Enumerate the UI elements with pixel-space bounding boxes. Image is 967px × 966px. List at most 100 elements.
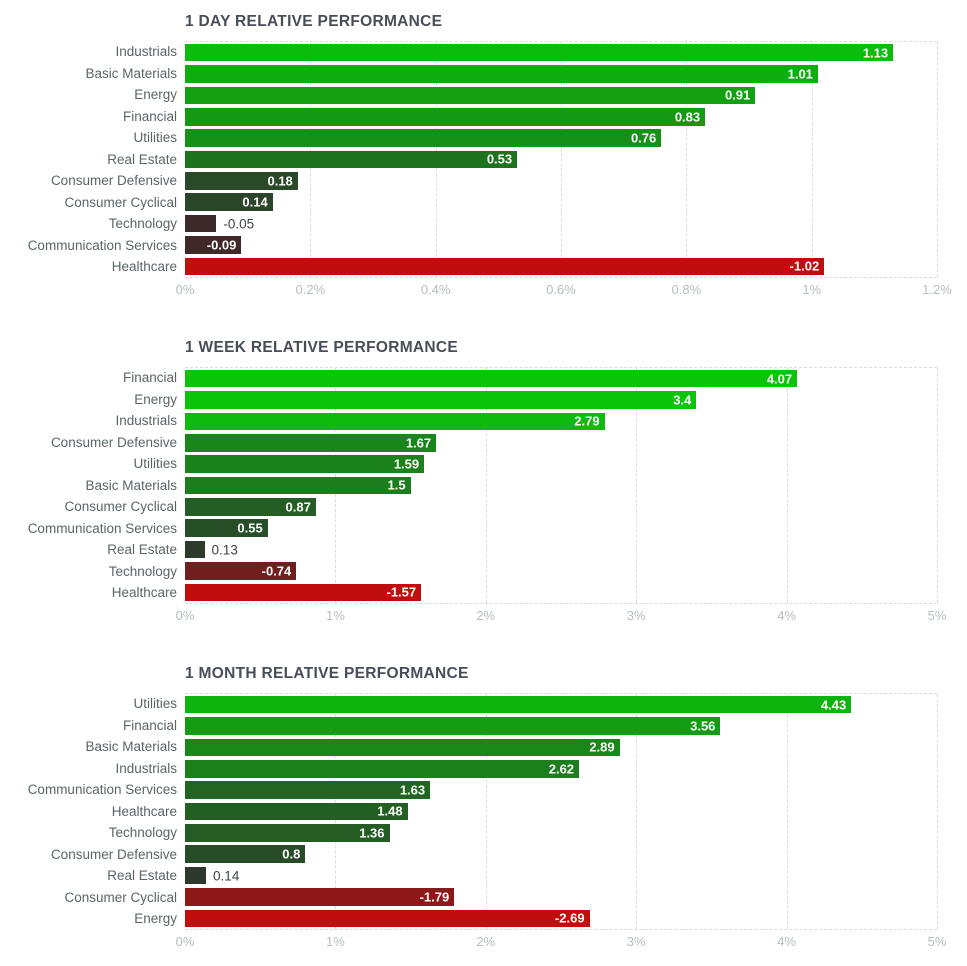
bar-row: -0.09 (185, 234, 937, 255)
category-label: Consumer Cyclical (64, 194, 177, 210)
plot-area: 4.43 3.56 2.89 2.62 1.63 1.48 1.36 0.8 0.14 -1.79… (185, 693, 938, 930)
x-tick-label: 2% (476, 608, 496, 623)
bar[interactable]: -0.09 (185, 236, 242, 254)
bar[interactable]: -1.57 (185, 583, 422, 602)
category-label: Utilities (133, 456, 177, 472)
gridline (786, 694, 788, 929)
x-tick-label: 0.8% (671, 282, 702, 297)
bar[interactable]: 1.67 (185, 434, 437, 452)
bar[interactable]: -0.05 (185, 214, 254, 233)
bar[interactable]: -1.02 (185, 257, 825, 276)
category-label: Real Estate (107, 868, 177, 884)
bar-row: 1.48 (185, 801, 937, 822)
x-tick-label: 0% (175, 282, 195, 297)
x-tick-label: 0% (175, 934, 195, 949)
category-label: Consumer Cyclical (64, 889, 177, 905)
bar-value-label: 1.13 (862, 45, 889, 61)
bar-value-label: 0.8 (282, 846, 301, 862)
bar[interactable]: 1.36 (185, 824, 390, 842)
chart-title: 1 DAY RELATIVE PERFORMANCE (185, 13, 443, 30)
category-label: Utilities (133, 696, 177, 712)
bar-row: 1.01 (185, 63, 937, 84)
bar[interactable]: -0.74 (185, 562, 297, 580)
bar[interactable]: 2.62 (185, 760, 580, 778)
bar-row: 0.14 (185, 865, 937, 886)
bar-row: 0.53 (185, 149, 937, 170)
bar[interactable]: 1.63 (185, 781, 431, 799)
bar[interactable]: 1.01 (185, 65, 818, 83)
plot-area: 4.07 3.4 2.79 1.67 1.59 1.5 0.87 0.55 0.13 -0.74 -… (185, 367, 938, 604)
bar[interactable]: 1.13 (185, 43, 894, 62)
bar[interactable]: 0.14 (185, 193, 273, 211)
bar-row: 4.43 (185, 694, 937, 715)
bar[interactable]: 0.14 (185, 866, 239, 885)
x-tick-label: 0% (175, 608, 195, 623)
category-label: Communication Services (27, 782, 177, 798)
plot-area: 1.13 1.01 0.91 0.83 0.76 0.53 0.18 0.14 -0.05 -0.… (185, 41, 938, 278)
bar-value-label: 0.55 (237, 520, 263, 536)
bar-value-label: -1.02 (789, 258, 820, 274)
bar-value-label: 0.13 (211, 542, 238, 558)
bar-value-label: 0.14 (213, 868, 240, 884)
category-label: Utilities (133, 130, 177, 146)
category-label: Healthcare (111, 803, 177, 819)
category-label: Communication Services (27, 237, 177, 253)
category-label: Financial (122, 717, 177, 733)
bar-value-label: -0.09 (206, 237, 237, 253)
bar-row: 0.18 (185, 170, 937, 191)
bar[interactable]: 3.4 (185, 391, 697, 409)
bar-value-label: 0.53 (486, 151, 513, 167)
x-tick-label: 0.2% (295, 282, 326, 297)
gridline (937, 368, 938, 603)
bar-row: -0.74 (185, 560, 937, 581)
bar[interactable]: -1.79 (185, 888, 455, 906)
bar[interactable]: 4.43 (185, 695, 852, 714)
x-axis: 0% 1% 2% 3% 4% 5% (176, 604, 947, 626)
chart-title: 1 MONTH RELATIVE PERFORMANCE (185, 665, 469, 682)
bar[interactable]: 0.18 (185, 172, 298, 190)
bar[interactable]: -2.69 (185, 909, 590, 928)
category-label: Consumer Defensive (50, 846, 177, 862)
category-label: Industrials (115, 44, 177, 60)
category-label: Communication Services (27, 520, 177, 536)
chart-body: Financial Energy Industrials Consumer Defen… (0, 367, 967, 604)
bar-value-label: 0.91 (724, 87, 751, 103)
bar[interactable]: 0.55 (185, 519, 268, 537)
bar-row: 3.4 (185, 389, 937, 410)
bar[interactable]: 0.13 (185, 540, 238, 559)
bar[interactable]: 0.87 (185, 498, 316, 516)
bar[interactable]: 1.48 (185, 802, 408, 821)
bar-value-label: 1.63 (399, 782, 426, 798)
bar-row: 4.07 (185, 368, 937, 389)
bar[interactable]: 3.56 (185, 717, 721, 735)
bar[interactable]: 0.53 (185, 150, 518, 169)
chart-section-1-week: 1 WEEK RELATIVE PERFORMANCE Financial Ene… (0, 338, 967, 626)
gridline (485, 368, 487, 603)
category-label: Healthcare (111, 585, 177, 601)
gridline (561, 42, 562, 277)
category-label: Technology (108, 825, 177, 841)
x-tick-label: 0.6% (546, 282, 576, 297)
bar[interactable]: 0.83 (185, 108, 706, 126)
bar-row: 0.76 (185, 127, 937, 148)
bar-value-label: -2.69 (554, 910, 585, 926)
category-label: Healthcare (111, 259, 177, 275)
bar-value-label: 4.43 (820, 697, 847, 713)
bar[interactable]: 1.5 (185, 476, 411, 495)
chart-section-1-month: 1 MONTH RELATIVE PERFORMANCE Utilities Fi… (0, 664, 967, 952)
bar[interactable]: 0.91 (185, 86, 756, 105)
bar-row: -1.79 (185, 886, 937, 907)
bar-value-label: 0.76 (630, 130, 657, 146)
bar[interactable]: 1.59 (185, 455, 425, 473)
bar[interactable]: 4.07 (185, 369, 798, 388)
category-label: Energy (134, 391, 177, 407)
bar-row: 2.79 (185, 411, 937, 432)
bar[interactable]: 0.76 (185, 129, 662, 147)
bar[interactable]: 2.79 (185, 412, 605, 431)
bar[interactable]: 0.8 (185, 845, 306, 863)
bar-value-label: -1.79 (419, 889, 450, 905)
bar[interactable]: 2.89 (185, 738, 620, 757)
category-label: Financial (122, 108, 177, 124)
bar-row: 1.63 (185, 779, 937, 800)
